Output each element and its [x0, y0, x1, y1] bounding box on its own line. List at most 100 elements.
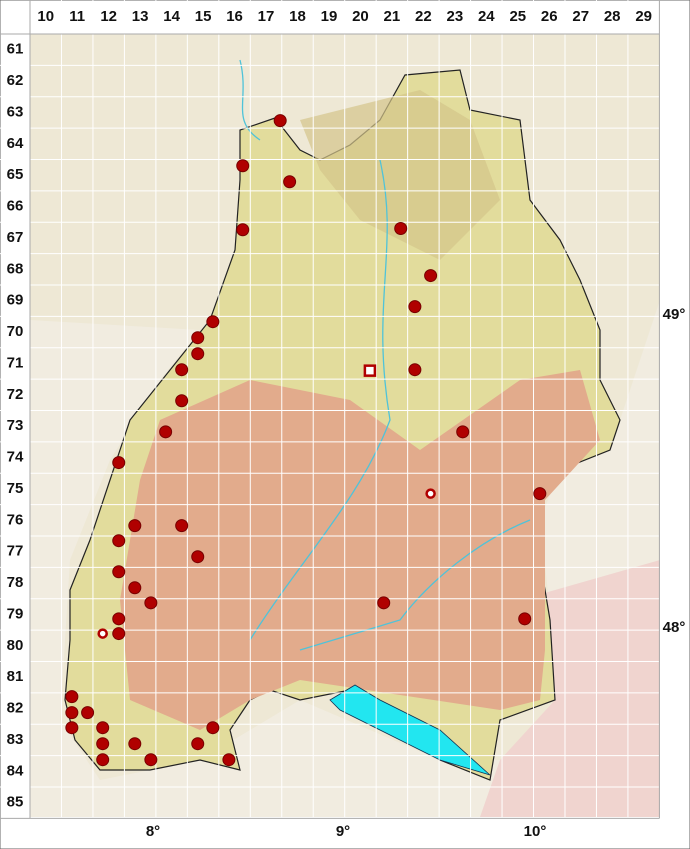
record-dot	[128, 581, 142, 595]
austria-terrain	[480, 560, 660, 817]
row-label: 61	[7, 41, 24, 58]
record-dot	[175, 363, 189, 377]
record-dot	[144, 753, 158, 767]
record-dot	[283, 175, 297, 189]
longitude-label: 10°	[524, 823, 547, 840]
record-dot	[377, 596, 391, 610]
column-label: 29	[635, 8, 652, 25]
record-dot	[96, 721, 110, 735]
row-label: 75	[7, 480, 24, 497]
record-dot	[191, 737, 205, 751]
row-label: 70	[7, 323, 24, 340]
row-label: 66	[7, 198, 24, 215]
record-dot	[112, 565, 126, 579]
record-dot	[191, 550, 205, 564]
column-label: 26	[541, 8, 558, 25]
record-ring	[425, 488, 436, 499]
record-dot	[112, 612, 126, 626]
record-dot	[112, 627, 126, 641]
hill-terrain	[300, 90, 500, 260]
column-label: 23	[447, 8, 464, 25]
record-dot	[533, 487, 547, 501]
row-label: 83	[7, 731, 24, 748]
latitude-label: 48°	[663, 619, 686, 636]
column-label: 27	[572, 8, 589, 25]
rivers	[239, 59, 531, 651]
record-dot	[65, 706, 79, 720]
record-dot	[236, 223, 250, 237]
record-dot	[424, 269, 438, 283]
row-label: 80	[7, 637, 24, 654]
record-dot	[206, 721, 220, 735]
row-label: 78	[7, 574, 24, 591]
record-dot	[128, 519, 142, 533]
record-dot	[144, 596, 158, 610]
record-dot	[65, 721, 79, 735]
lake	[329, 684, 491, 776]
column-label: 17	[258, 8, 275, 25]
row-label: 68	[7, 260, 24, 277]
row-label: 67	[7, 229, 24, 246]
record-dot	[191, 331, 205, 345]
longitude-label: 9°	[336, 823, 350, 840]
record-dot	[191, 347, 205, 361]
row-label: 74	[7, 449, 24, 466]
grid	[0, 0, 660, 819]
row-label: 77	[7, 543, 24, 560]
column-label: 13	[132, 8, 149, 25]
record-dot	[408, 363, 422, 377]
column-label: 24	[478, 8, 495, 25]
record-dot	[456, 425, 470, 439]
record-dot	[206, 315, 220, 329]
record-dot	[394, 222, 408, 236]
column-label: 19	[321, 8, 338, 25]
row-label: 64	[7, 135, 24, 152]
column-label: 21	[384, 8, 401, 25]
column-label: 22	[415, 8, 432, 25]
labels: 8° 9° 10° 49° 48° 10 11 12 13 14 15 16 17 18 19 20…	[7, 8, 686, 840]
column-label: 25	[509, 8, 526, 25]
row-label: 73	[7, 417, 24, 434]
column-label: 18	[289, 8, 306, 25]
column-label: 10	[37, 8, 54, 25]
row-label: 76	[7, 511, 24, 528]
row-label: 63	[7, 103, 24, 120]
record-dot	[112, 534, 126, 548]
record-dot	[236, 159, 250, 173]
row-label: 84	[7, 762, 24, 779]
column-label: 20	[352, 8, 369, 25]
column-label: 14	[163, 8, 180, 25]
record-dot	[273, 114, 287, 128]
row-label: 79	[7, 605, 24, 622]
row-label: 82	[7, 700, 24, 717]
row-label: 72	[7, 386, 24, 403]
row-label: 62	[7, 72, 24, 89]
column-label: 15	[195, 8, 212, 25]
record-dot	[81, 706, 95, 720]
record-dot	[96, 753, 110, 767]
record-dot	[65, 690, 79, 704]
record-dot	[408, 300, 422, 314]
record-ring	[97, 628, 108, 639]
record-dot	[175, 394, 189, 408]
longitude-label: 8°	[146, 823, 160, 840]
record-dot	[518, 612, 532, 626]
row-label: 71	[7, 354, 24, 371]
record-dot	[112, 456, 126, 470]
row-label: 81	[7, 668, 24, 685]
row-label: 65	[7, 166, 24, 183]
record-square	[363, 364, 377, 377]
column-label: 11	[69, 8, 85, 25]
row-label: 85	[7, 794, 24, 811]
upland-terrain	[120, 370, 600, 730]
records	[65, 114, 547, 767]
record-dot	[128, 737, 142, 751]
column-label: 12	[100, 8, 117, 25]
row-label: 69	[7, 292, 24, 309]
record-dot	[222, 753, 236, 767]
column-label: 16	[226, 8, 243, 25]
record-dot	[159, 425, 173, 439]
column-label: 28	[604, 8, 621, 25]
record-dot	[175, 519, 189, 533]
